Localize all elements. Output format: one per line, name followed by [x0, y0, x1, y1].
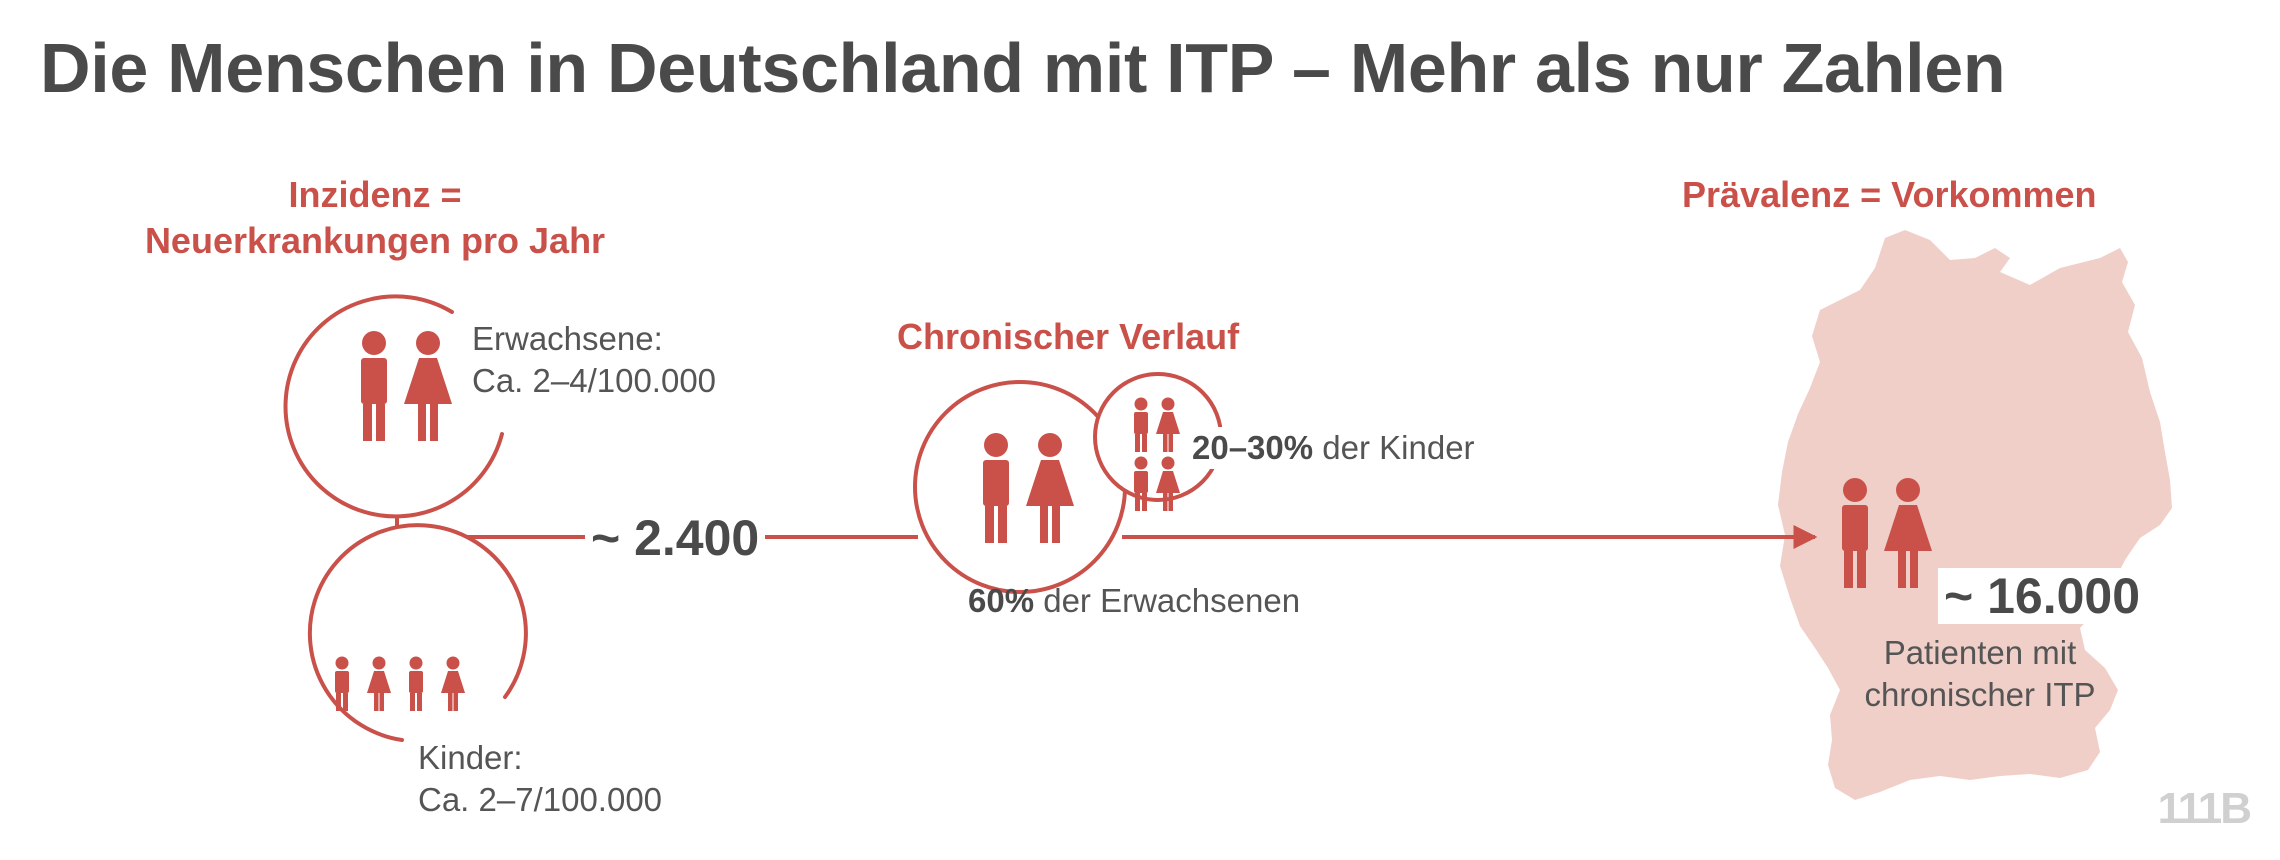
adults-incidence-label-line2: Ca. 2–4/100.000	[472, 362, 717, 399]
adults-incidence-label: Erwachsene: Ca. 2–4/100.000	[472, 318, 716, 402]
chronic-adults-percent: 60%	[968, 582, 1035, 619]
prevalence-total: ~ 16.000	[1938, 568, 2147, 624]
page-title: Die Menschen in Deutschland mit ITP – Me…	[40, 29, 2006, 107]
chronic-children-percent: 20–30%	[1192, 429, 1314, 466]
incidence-total: ~ 2.400	[585, 510, 766, 566]
brand-watermark: 111B	[2157, 784, 2252, 833]
chronic-adults-text: der Erwachsenen	[1034, 582, 1301, 619]
children-incidence-label-line2: Ca. 2–7/100.000	[418, 781, 663, 818]
adults-incidence-circle	[283, 294, 504, 519]
chronic-heading: Chronischer Verlauf	[897, 316, 1240, 357]
incidence-heading-line2: Neuerkrankungen pro Jahr	[144, 220, 606, 261]
children-incidence-label-line1: Kinder:	[418, 739, 523, 776]
prevalence-heading: Prävalenz = Vorkommen	[1682, 174, 2097, 215]
germany-map-icon	[1778, 230, 2172, 800]
chronic-adults-circle	[913, 380, 1127, 594]
prevalence-label-line2: chronischer ITP	[1864, 676, 2096, 713]
chronic-children-text: der Kinder	[1313, 429, 1475, 466]
chronic-adults-label: 60% der Erwachsenen	[968, 580, 1300, 622]
children-incidence-label: Kinder: Ca. 2–7/100.000	[418, 737, 662, 821]
chronic-children-label: 20–30% der Kinder	[1192, 427, 1475, 469]
adults-incidence-label-line1: Erwachsene:	[472, 320, 663, 357]
incidence-heading: Inzidenz = Neuerkrankungen pro Jahr	[100, 172, 650, 264]
incidence-heading-line1: Inzidenz =	[288, 174, 462, 215]
prevalence-label-line1: Patienten mit	[1883, 634, 2077, 671]
prevalence-label: Patienten mit chronischer ITP	[1840, 632, 2120, 716]
children-incidence-circle	[307, 523, 528, 742]
